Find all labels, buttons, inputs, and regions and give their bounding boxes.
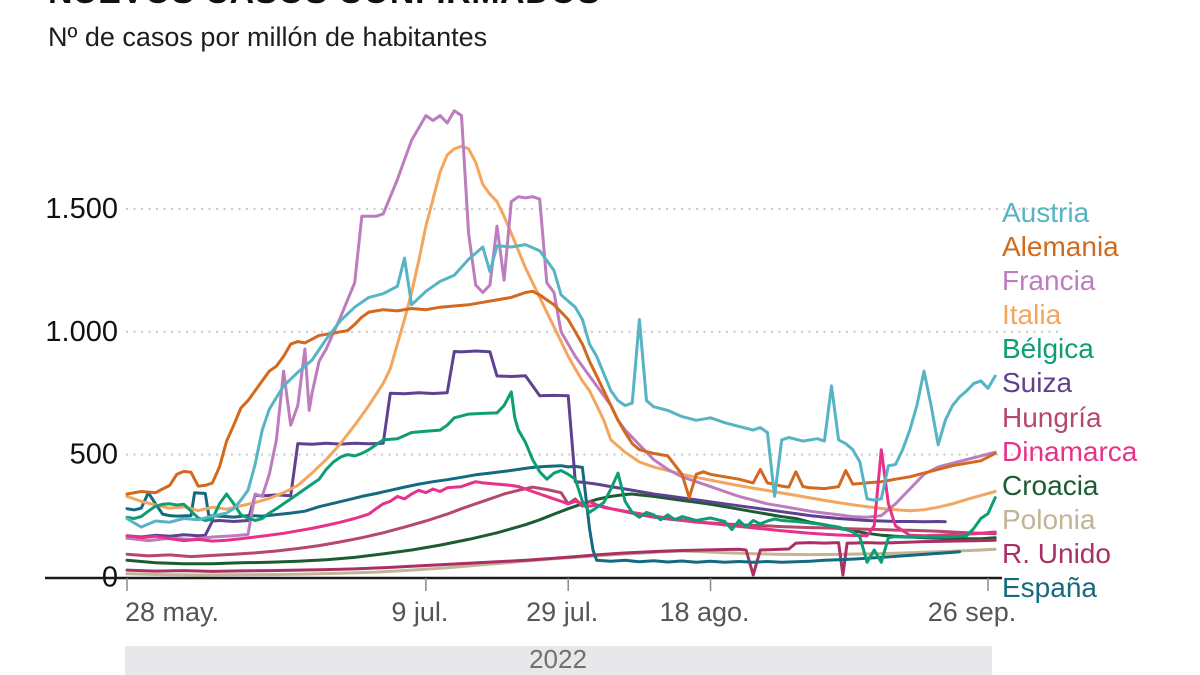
series-line-francia	[125, 109, 997, 543]
series-line-austria	[125, 243, 997, 529]
legend-item-espa-a: España	[1002, 572, 1097, 604]
legend-item-austria: Austria	[1002, 197, 1090, 228]
x-axis-tick-label: 26 sep.	[928, 597, 1017, 627]
chart-title-clipped: NUEVOS CASOS CONFIRMADOS	[48, 0, 600, 12]
legend-item-polonia: Polonia	[1002, 503, 1096, 535]
x-axis-tick-label: 9 jul.	[391, 597, 448, 627]
legend-item-hungr-a: Hungría	[1002, 401, 1102, 433]
y-axis-tick-label: 1.500	[45, 193, 118, 225]
legend-item-croacia: Croacia	[1002, 469, 1099, 501]
series-line-b-lgica	[125, 390, 997, 564]
year-bar-label: 2022	[529, 644, 587, 674]
series-line-italia	[125, 144, 997, 513]
legend-item-r-unido: R. Unido	[1002, 537, 1111, 569]
x-axis-tick-label: 18 ago.	[659, 597, 749, 627]
series-line-suiza	[125, 349, 947, 539]
chart-legend: Austria Alemania Francia Italia Bélgica Suiza…	[1002, 196, 1198, 605]
chart-subtitle: Nº de casos por millón de habitantes	[48, 22, 488, 52]
legend-item-dinamarca: Dinamarca	[1002, 435, 1138, 467]
legend-item-alemania: Alemania	[1002, 231, 1119, 263]
year-bar	[125, 646, 992, 675]
series-line-croacia	[125, 492, 997, 566]
legend-item-francia: Francia	[1002, 265, 1096, 297]
series-line-alemania	[125, 289, 997, 500]
legend-item-suiza: Suiza	[1002, 367, 1073, 399]
x-axis-tick-label: 28 may.	[125, 597, 219, 627]
y-axis-tick-label: 500	[70, 439, 118, 471]
y-axis-tick-label: 1.000	[45, 316, 118, 348]
legend-item-b-lgica: Bélgica	[1002, 333, 1094, 365]
x-axis-tick-label: 29 jul.	[526, 597, 598, 627]
series-line-dinamarca	[125, 448, 997, 543]
legend-item-italia: Italia	[1002, 299, 1062, 331]
